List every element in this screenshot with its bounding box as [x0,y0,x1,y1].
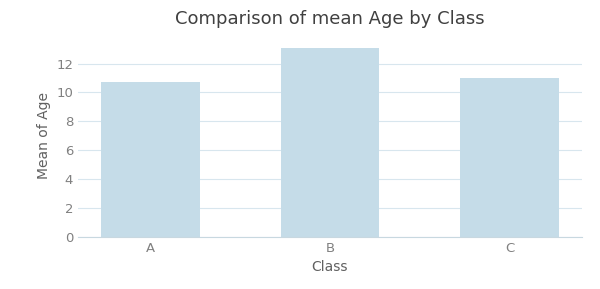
Bar [281,48,379,237]
Title: Comparison of mean Age by Class: Comparison of mean Age by Class [175,10,485,27]
Bar [460,78,559,237]
Y-axis label: Mean of Age: Mean of Age [37,92,50,179]
X-axis label: Class: Class [312,260,348,274]
Bar [101,81,200,237]
